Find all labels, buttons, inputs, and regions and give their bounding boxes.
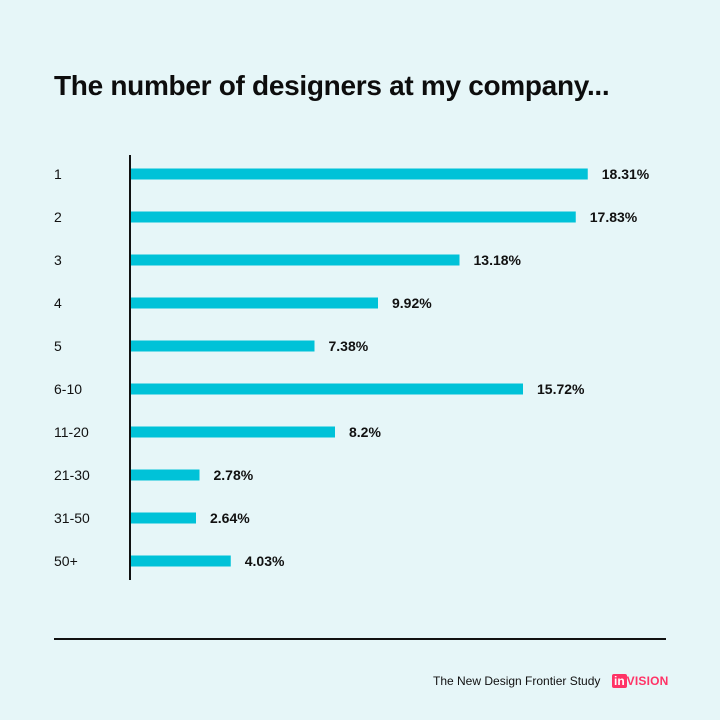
category-label: 6-10 — [54, 381, 82, 397]
bar — [130, 555, 231, 567]
bar — [130, 383, 523, 395]
value-label: 8.2% — [349, 424, 381, 440]
category-label: 5 — [54, 338, 62, 354]
bar — [130, 297, 378, 309]
value-label: 15.72% — [537, 381, 585, 397]
value-label: 18.31% — [602, 166, 650, 182]
chart-title: The number of designers at my company... — [54, 70, 610, 101]
category-label: 2 — [54, 209, 62, 225]
category-label: 3 — [54, 252, 62, 268]
bar — [130, 469, 200, 481]
invision-logo-mark: in — [612, 674, 627, 688]
bar — [130, 340, 315, 352]
footer-study-name: The New Design Frontier Study — [433, 674, 601, 688]
category-label: 4 — [54, 295, 62, 311]
bar — [130, 426, 335, 438]
bar — [130, 254, 460, 266]
bar — [130, 168, 588, 180]
value-label: 7.38% — [329, 338, 369, 354]
value-label: 13.18% — [474, 252, 522, 268]
invision-logo: in VISION — [612, 672, 669, 690]
bar — [130, 211, 576, 223]
footer-divider — [54, 638, 666, 640]
category-label: 11-20 — [54, 424, 89, 440]
value-label: 4.03% — [245, 553, 285, 569]
value-label: 17.83% — [590, 209, 638, 225]
category-label: 1 — [54, 166, 62, 182]
category-label: 50+ — [54, 553, 78, 569]
category-label: 31-50 — [54, 510, 90, 526]
value-label: 2.78% — [214, 467, 254, 483]
value-label: 9.92% — [392, 295, 432, 311]
invision-logo-word: VISION — [626, 674, 669, 688]
category-label: 21-30 — [54, 467, 90, 483]
bar — [130, 512, 196, 524]
value-label: 2.64% — [210, 510, 250, 526]
